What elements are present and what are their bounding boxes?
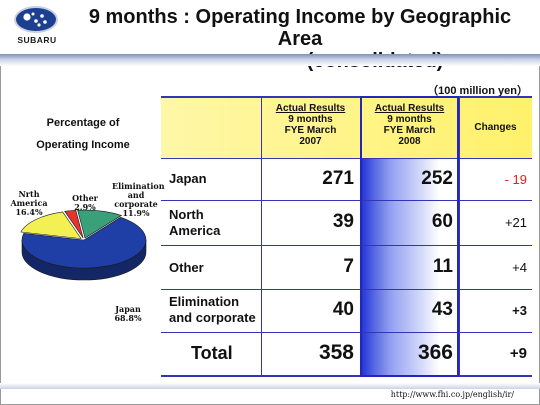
row-label-elimination: Elimination and corporate (169, 294, 256, 326)
highlight-column-frame (360, 96, 459, 377)
cell-japan-2008: 252 (421, 168, 453, 189)
footer-divider (0, 383, 540, 389)
cell-total-2008: 366 (417, 341, 453, 364)
pie-chart-title: Percentage of Operating Income (18, 112, 148, 156)
cell-elim-2007: 40 (332, 299, 354, 320)
cell-elim-2008: 43 (431, 299, 453, 320)
pie-label-elim-line3: corporate (114, 199, 158, 209)
row-label-other: Other (169, 260, 204, 275)
logo-text: SUBARU (17, 35, 57, 45)
header-2007-line4: 2007 (299, 136, 322, 147)
pie-label-elim-line1: Elimination (112, 181, 165, 191)
cell-other-2007: 7 (343, 256, 354, 277)
header-changes: Changes (474, 122, 517, 133)
row-label-total: Total (191, 343, 233, 363)
header-2008-line4: 2008 (398, 136, 421, 147)
pie-label-na-pct: 16.4% (15, 207, 43, 217)
cell-na-2007: 39 (332, 211, 354, 232)
header-2007-title: Actual Results (275, 103, 346, 114)
row-rule-4 (161, 332, 532, 333)
header-fye-2007: Actual Results 9 months FYE March 2007 (261, 103, 360, 147)
row-label-japan: Japan (169, 171, 207, 186)
cell-total-2007: 358 (318, 341, 354, 364)
income-table: Actual Results 9 months FYE March 2007 A… (161, 96, 532, 377)
header-2008-title: Actual Results (374, 103, 445, 114)
subaru-logo: SUBARU (8, 6, 64, 50)
pie-label-na-line2: America (10, 198, 48, 208)
col-rule-1 (261, 96, 262, 377)
header-fye-2008: Actual Results 9 months FYE March 2008 (360, 103, 459, 147)
pie-title-line-1: Percentage of (46, 117, 120, 129)
footer-url: http://www.fhi.co.jp/english/ir/ (390, 390, 514, 399)
header-divider (0, 54, 540, 66)
row-label-elim-line2: and corporate (169, 310, 256, 325)
cell-elim-change: +3 (512, 303, 527, 318)
cell-japan-2007: 271 (322, 168, 354, 189)
pie-label-japan: Japan 68.8% (108, 305, 148, 323)
header-2008-line2: 9 months (387, 114, 432, 125)
table-header-band (161, 96, 532, 158)
pie-label-na-line1: Nrth (18, 189, 40, 199)
row-label-north-america: North America (169, 207, 220, 239)
pleiades-emblem-icon (14, 6, 58, 33)
cell-other-change: +4 (512, 260, 527, 275)
pie-title-line-2: Operating Income (36, 139, 130, 151)
pie-slice-nrth-america (20, 211, 82, 240)
cell-japan-change: - 19 (504, 172, 527, 187)
pie-label-other-name: Other (72, 193, 98, 203)
pie-slice-other (64, 209, 84, 239)
pie-label-elim-pct: 11.9% (122, 208, 150, 218)
pie-slice-japan (21, 217, 147, 269)
row-rule-1 (161, 200, 532, 201)
pie-label-japan-pct: 68.8% (114, 313, 142, 323)
cell-na-2008: 60 (431, 211, 453, 232)
pie-chart (20, 209, 147, 281)
row-label-na-line1: North (169, 207, 204, 222)
cell-na-change: +21 (504, 215, 527, 230)
pie-label-elim-line2: and (127, 190, 145, 200)
highlight-column-sheen (360, 158, 459, 377)
highlight-column-fill (360, 158, 459, 377)
cell-total-change: +9 (509, 345, 527, 362)
header-2007-line2: 9 months (288, 114, 333, 125)
header-2007-line3: FYE March (284, 125, 337, 136)
row-rule-2 (161, 245, 532, 246)
table-top-rule (161, 96, 532, 98)
row-rule-3 (161, 289, 532, 290)
table-header-rule (161, 158, 532, 159)
pie-label-japan-name: Japan (115, 304, 141, 314)
row-label-elim-line1: Elimination (169, 294, 240, 309)
header: SUBARU 9 months : Operating Income by Ge… (0, 0, 540, 72)
cell-other-2008: 11 (432, 256, 453, 277)
pie-label-north-america: Nrth America 16.4% (8, 190, 50, 217)
table-bottom-rule (161, 375, 532, 377)
pie-slice-elimination-and-corporate (77, 209, 123, 239)
pie-label-other-pct: 2.9% (74, 202, 96, 212)
title-line-1: 9 months : Operating Income by Geographi… (88, 6, 512, 50)
col-rule-3 (459, 96, 460, 377)
unit-label: （100 million yen） (427, 85, 528, 97)
header-2008-line3: FYE March (383, 125, 436, 136)
pie-label-elimination: Elimination and corporate 11.9% (112, 181, 165, 218)
pie-label-other: Other 2.9% (68, 194, 102, 212)
row-label-na-line2: America (169, 223, 221, 238)
